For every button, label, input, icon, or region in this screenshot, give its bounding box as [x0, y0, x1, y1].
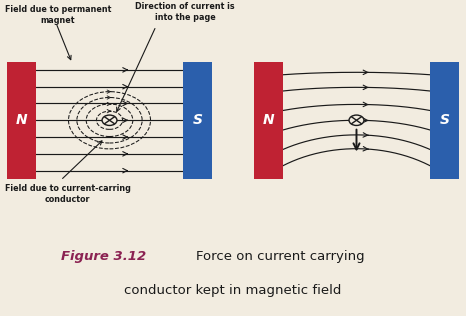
Bar: [7, 62, 36, 179]
Text: Force on current carrying: Force on current carrying: [196, 250, 364, 263]
Circle shape: [102, 115, 117, 125]
Text: Direction of current is
into the page: Direction of current is into the page: [135, 2, 235, 22]
Text: Field due to current-carring
conductor: Field due to current-carring conductor: [5, 184, 130, 204]
Text: N: N: [263, 113, 274, 127]
Text: N: N: [16, 113, 27, 127]
Circle shape: [349, 115, 364, 125]
Text: Figure 3.12: Figure 3.12: [61, 250, 146, 263]
Bar: [430, 62, 459, 179]
Text: Field due to permanent
magnet: Field due to permanent magnet: [5, 5, 111, 25]
Bar: [183, 62, 212, 179]
Text: S: S: [439, 113, 450, 127]
Bar: [254, 62, 283, 179]
Text: S: S: [192, 113, 203, 127]
Text: conductor kept in magnetic field: conductor kept in magnetic field: [124, 284, 342, 297]
